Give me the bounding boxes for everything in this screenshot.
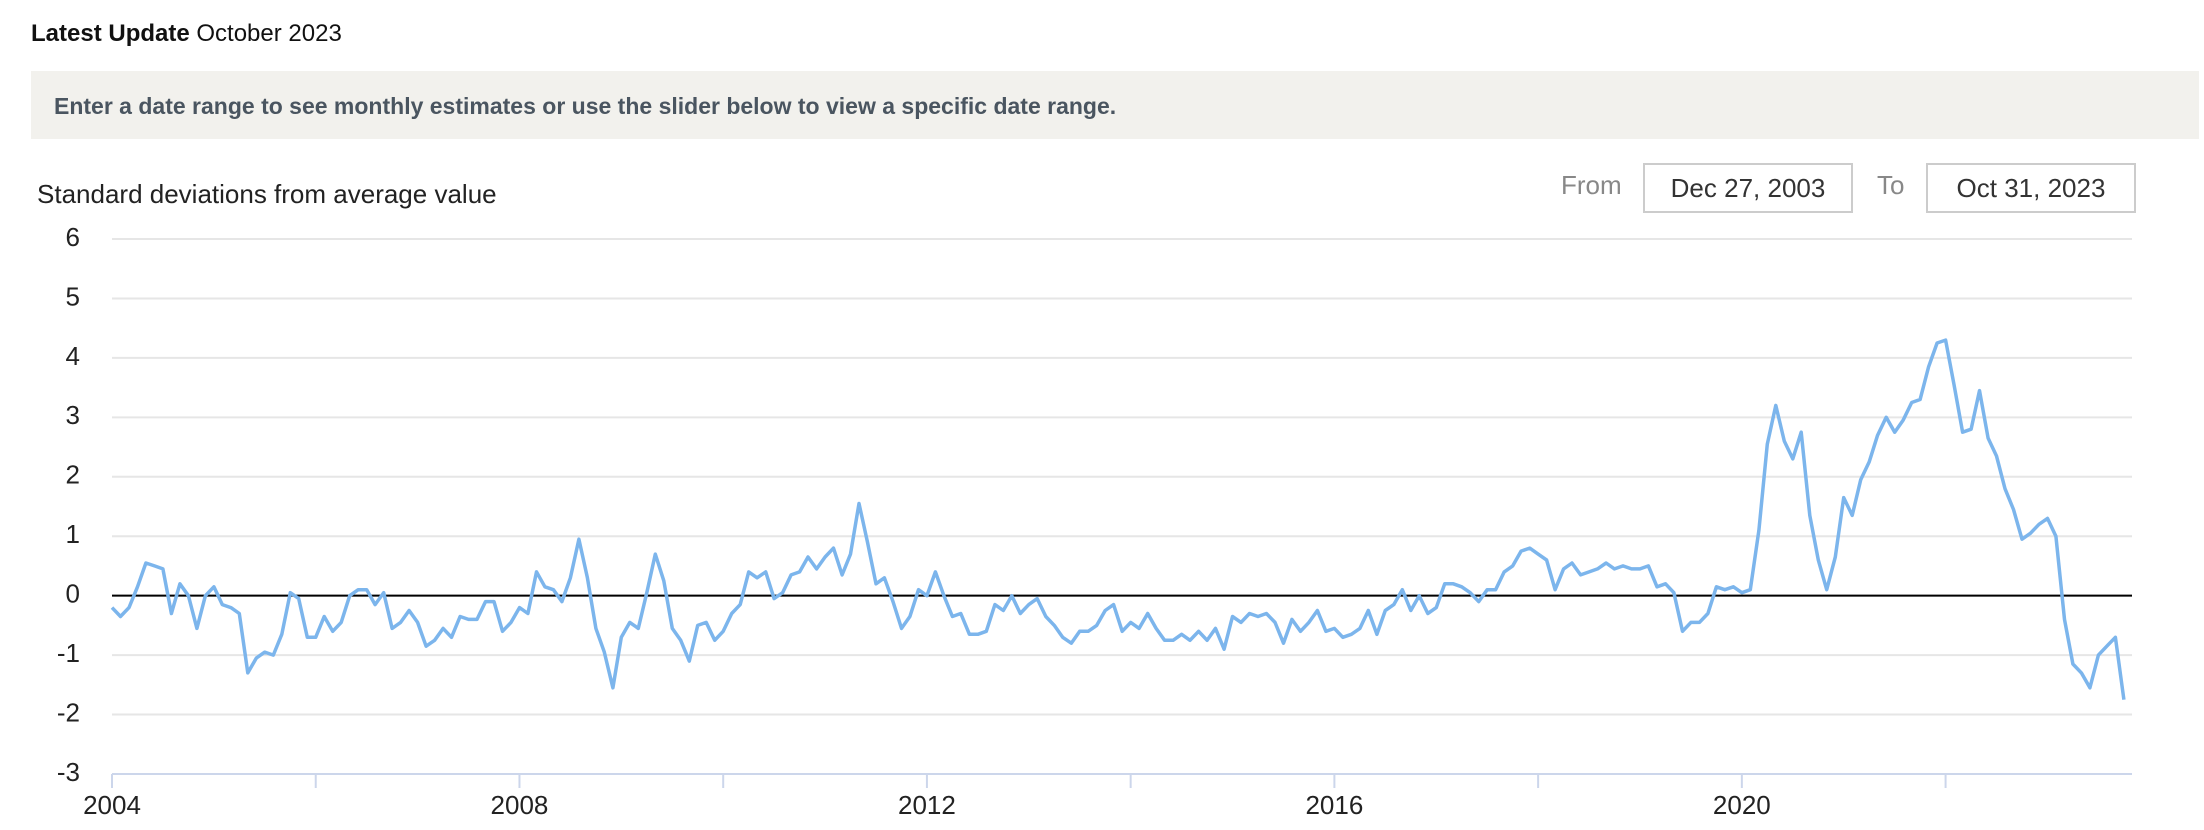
y-tick-label: 6	[66, 222, 80, 252]
x-tick-label: 2004	[83, 790, 141, 820]
y-tick-label: -3	[57, 757, 80, 787]
y-tick-label: 4	[66, 341, 80, 371]
from-label: From	[1561, 170, 1622, 200]
from-input[interactable]: Dec 27, 2003	[1643, 163, 1853, 213]
latest-update: Latest Update October 2023	[31, 20, 342, 48]
x-tick-label: 2020	[1713, 790, 1771, 820]
to-label: To	[1877, 170, 1905, 200]
latest-label: Latest Update	[31, 20, 190, 47]
y-tick-label: -1	[57, 638, 80, 668]
y-tick-label: -2	[57, 697, 80, 727]
banner: Enter a date range to see monthly estima…	[31, 71, 2199, 139]
y-axis-label: Standard deviations from average value	[37, 179, 497, 209]
y-tick-label: 2	[66, 460, 80, 490]
x-tick-label: 2012	[898, 790, 956, 820]
data-line	[110, 338, 2126, 700]
latest-date: October 2023	[196, 20, 342, 47]
to-input[interactable]: Oct 31, 2023	[1926, 163, 2136, 213]
y-tick-label: 0	[66, 579, 80, 609]
y-tick-label: 5	[66, 281, 80, 311]
x-tick-label: 2016	[1305, 790, 1363, 820]
y-tick-label: 1	[66, 519, 80, 549]
x-tick-label: 2008	[491, 790, 549, 820]
y-tick-label: 3	[66, 400, 80, 430]
banner-text: Enter a date range to see monthly estima…	[54, 93, 1117, 119]
